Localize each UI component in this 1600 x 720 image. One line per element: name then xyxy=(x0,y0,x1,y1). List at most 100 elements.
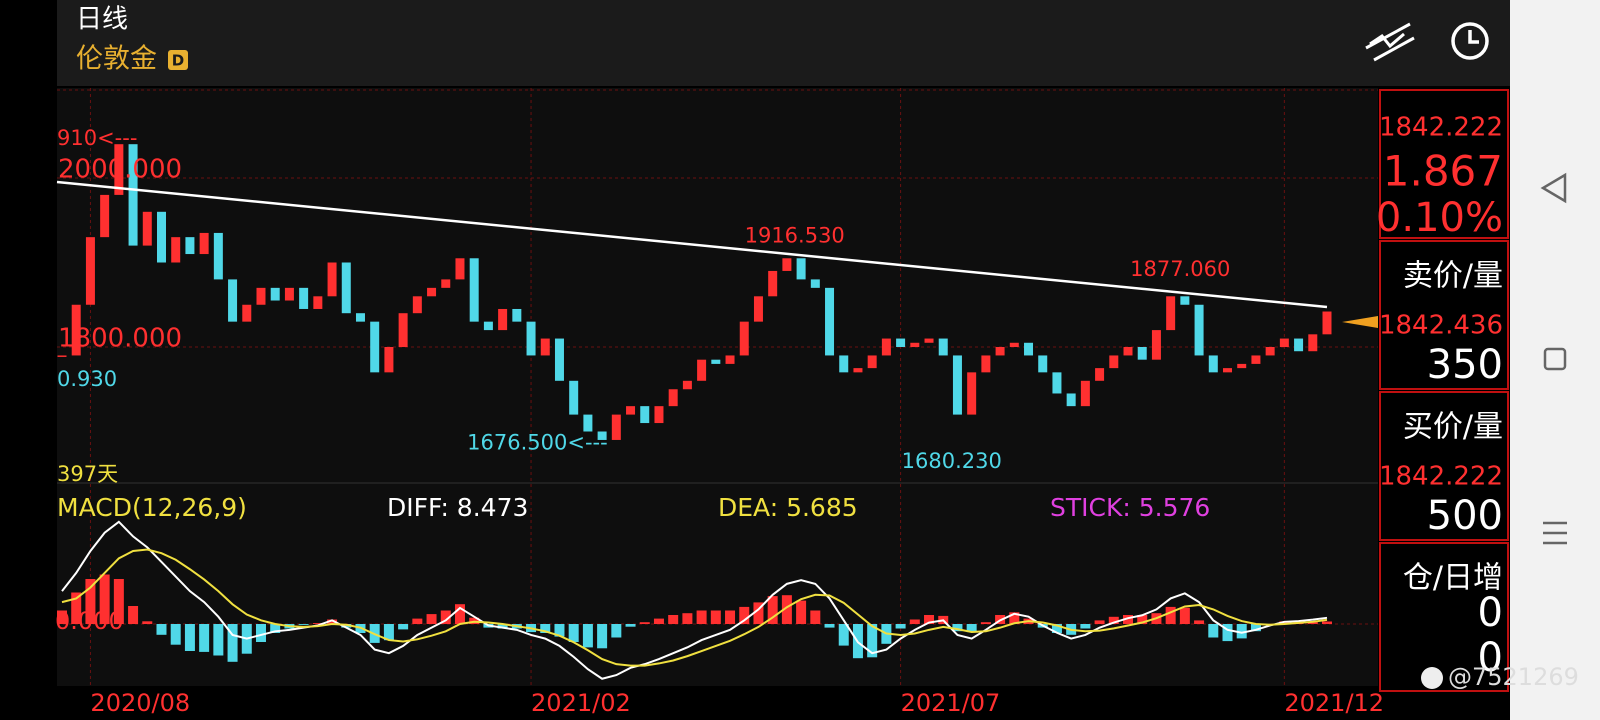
candle xyxy=(782,258,792,271)
macd-bar xyxy=(767,596,778,624)
candle xyxy=(711,359,721,364)
candle xyxy=(213,232,223,280)
candle xyxy=(57,355,67,357)
extreme-label: 1877.060 xyxy=(1130,257,1230,281)
timeframe: 日线 xyxy=(76,5,128,35)
candle xyxy=(228,279,238,322)
candle xyxy=(825,287,835,356)
macd-bar xyxy=(1123,615,1134,624)
macd-bar xyxy=(270,624,281,633)
candle xyxy=(668,389,678,407)
plot-area xyxy=(57,88,1378,686)
candle xyxy=(270,287,280,301)
candle xyxy=(867,355,877,369)
candle xyxy=(1279,338,1289,347)
candle xyxy=(512,308,522,322)
macd-bar xyxy=(156,624,167,635)
macd-legend: DIFF: 8.473 xyxy=(387,493,528,522)
macd-bar xyxy=(85,579,96,624)
candle xyxy=(569,380,579,415)
candle xyxy=(626,406,636,415)
candle xyxy=(1194,304,1204,356)
candle xyxy=(71,304,81,356)
candle xyxy=(611,414,621,440)
trend-line xyxy=(56,180,1328,309)
macd-bar xyxy=(1165,606,1176,624)
macd-bar xyxy=(1009,612,1020,624)
candle xyxy=(654,406,664,424)
candle xyxy=(1052,372,1062,394)
candle xyxy=(753,296,763,322)
macd-bar xyxy=(739,606,750,624)
candle xyxy=(1009,342,1019,347)
candle xyxy=(156,211,166,263)
candle xyxy=(199,232,209,255)
candle xyxy=(768,270,778,297)
macd-line xyxy=(61,548,1328,667)
macd-bar xyxy=(1094,620,1105,624)
macd-bar xyxy=(924,615,935,624)
macd-bar xyxy=(1236,624,1247,639)
macd-bar xyxy=(838,624,849,646)
price-marker xyxy=(1342,316,1378,328)
macd-bar xyxy=(327,619,338,624)
macd-bar xyxy=(1080,624,1091,629)
candle xyxy=(370,321,380,373)
macd-bar xyxy=(867,624,878,658)
macd-bar xyxy=(582,624,593,648)
candle xyxy=(853,368,863,373)
macd-bar xyxy=(383,624,394,641)
macd-bar xyxy=(1322,621,1332,624)
macd-bar xyxy=(71,592,82,624)
x-tick-label: 2021/02 xyxy=(531,689,631,717)
x-tick-label: 2021/07 xyxy=(901,689,1001,717)
y-tick-label: 2000.000 xyxy=(58,155,182,185)
price-change: 1.867 xyxy=(1383,147,1503,196)
macd-bar xyxy=(753,602,764,624)
macd-bar xyxy=(1108,616,1119,624)
macd-bar xyxy=(568,624,579,642)
candle xyxy=(1265,347,1275,356)
macd-bar xyxy=(497,624,508,629)
macd-bar xyxy=(227,624,238,662)
candle xyxy=(1151,330,1161,360)
candle xyxy=(455,258,465,280)
menu-button[interactable] xyxy=(1543,521,1567,545)
home-button[interactable] xyxy=(1543,347,1567,371)
symbol: 伦敦金 xyxy=(76,44,157,75)
clock-icon[interactable] xyxy=(1451,22,1489,60)
candle xyxy=(341,262,351,314)
candle xyxy=(810,279,820,288)
position-change: 0 xyxy=(1478,635,1503,681)
candle xyxy=(967,372,977,415)
candle xyxy=(284,287,294,301)
last-price: 1842.222 xyxy=(1379,113,1503,143)
macd-bar xyxy=(653,618,664,624)
macd-bar xyxy=(696,610,707,624)
extreme-label: 1676.500<--- xyxy=(467,430,608,454)
period-label: 397天 xyxy=(57,462,118,486)
y-tick-label: 0.000 xyxy=(55,607,124,635)
candle xyxy=(1080,380,1090,407)
macd-bar xyxy=(213,624,224,656)
candle xyxy=(1038,355,1048,373)
back-button[interactable] xyxy=(1540,172,1567,204)
macd-bar xyxy=(710,610,721,624)
candle xyxy=(839,355,849,373)
candle xyxy=(256,287,266,305)
macd-bar xyxy=(142,621,153,624)
macd-bar xyxy=(1137,615,1148,624)
candle xyxy=(327,262,337,297)
macd-bar xyxy=(440,610,451,624)
extreme-label: 1916.530 xyxy=(745,224,845,248)
macd-bar xyxy=(909,619,920,624)
candle xyxy=(1294,338,1304,352)
candle xyxy=(398,313,408,347)
macd-bar xyxy=(341,624,352,628)
macd-bar xyxy=(540,624,551,633)
draw-tool-icon[interactable] xyxy=(1365,22,1415,62)
macd-bar xyxy=(298,624,309,625)
candle xyxy=(427,287,437,297)
panel-box xyxy=(1379,391,1509,541)
